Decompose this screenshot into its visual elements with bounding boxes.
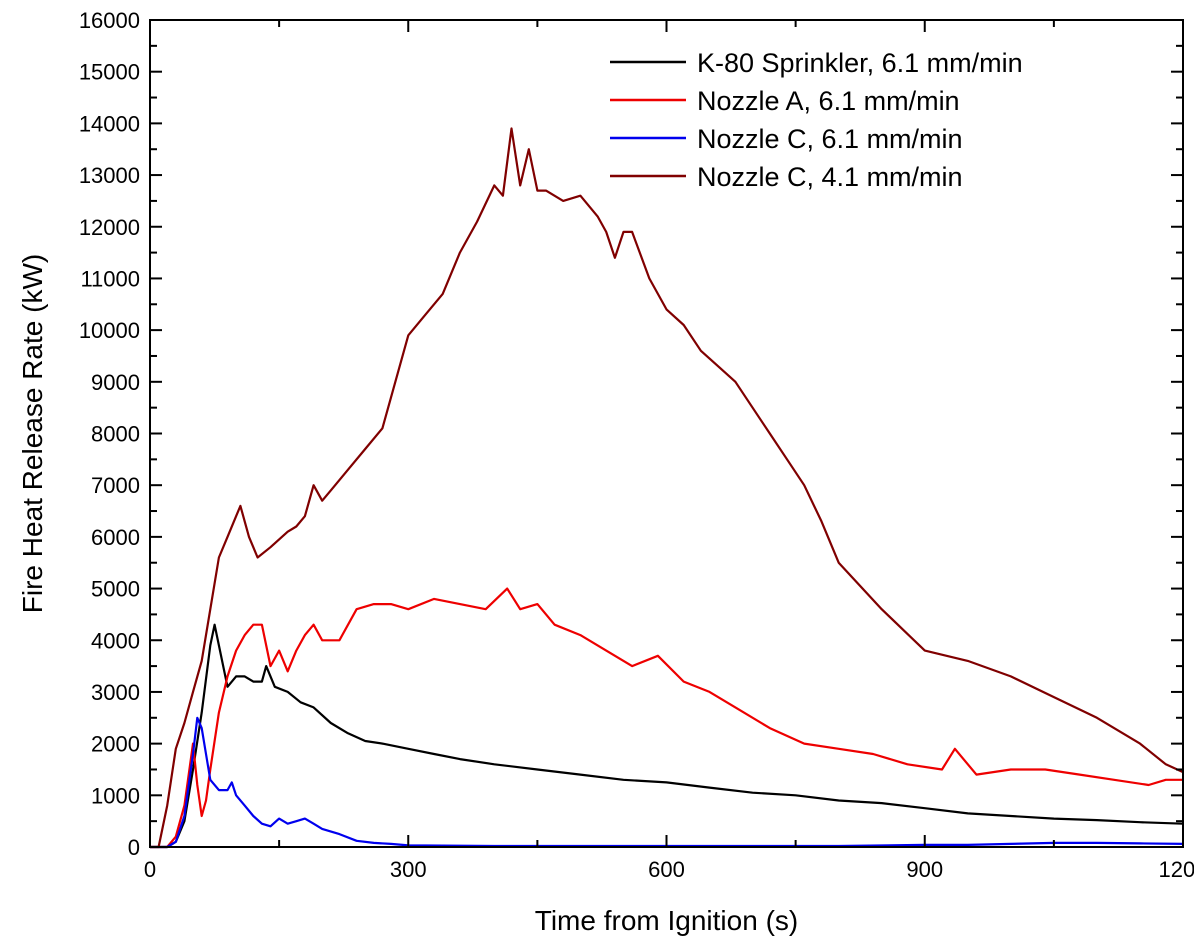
axis-layer: 0300600900120001000200030004000500060007…: [79, 8, 1194, 882]
x-tick-label: 1200: [1159, 857, 1194, 882]
legend: K-80 Sprinkler, 6.1 mm/min Nozzle A, 6.1 …: [610, 48, 1023, 192]
x-tick-label: 900: [906, 857, 943, 882]
y-tick-label: 5000: [91, 577, 140, 602]
y-tick-label: 1000: [91, 783, 140, 808]
series-line-4: [150, 127, 1184, 849]
y-tick-label: 2000: [91, 732, 140, 757]
y-tick-label: 4000: [91, 628, 140, 653]
y-tick-label: 8000: [91, 422, 140, 447]
y-tick-label: 0: [128, 835, 140, 860]
x-tick-label: 600: [648, 857, 685, 882]
y-tick-label: 11000: [80, 266, 140, 291]
legend-label: Nozzle C, 4.1 mm/min: [697, 162, 963, 192]
y-tick-label: 14000: [79, 111, 140, 136]
y-tick-label: 6000: [91, 525, 140, 550]
legend-label: K-80 Sprinkler, 6.1 mm/min: [697, 48, 1023, 78]
y-tick-label: 16000: [79, 8, 140, 33]
y-tick-label: 10000: [79, 318, 140, 343]
y-axis-title: Fire Heat Release Rate (kW): [17, 254, 48, 613]
series-line-1: [150, 623, 1184, 849]
y-tick-label: 15000: [79, 60, 140, 85]
y-tick-label: 12000: [79, 215, 140, 240]
y-tick-label: 9000: [91, 370, 140, 395]
series-line-3: [150, 716, 1184, 849]
series-line-2: [150, 587, 1183, 849]
x-tick-label: 0: [144, 857, 156, 882]
plot-frame: [149, 19, 1184, 848]
y-tick-label: 3000: [91, 680, 140, 705]
x-axis-title: Time from Ignition (s): [535, 905, 798, 936]
x-tick-label: 300: [390, 857, 427, 882]
y-tick-label: 7000: [91, 473, 140, 498]
legend-label: Nozzle C, 6.1 mm/min: [697, 124, 963, 154]
legend-label: Nozzle A, 6.1 mm/min: [697, 86, 960, 116]
series-layer: [150, 127, 1184, 849]
y-tick-label: 13000: [79, 163, 140, 188]
